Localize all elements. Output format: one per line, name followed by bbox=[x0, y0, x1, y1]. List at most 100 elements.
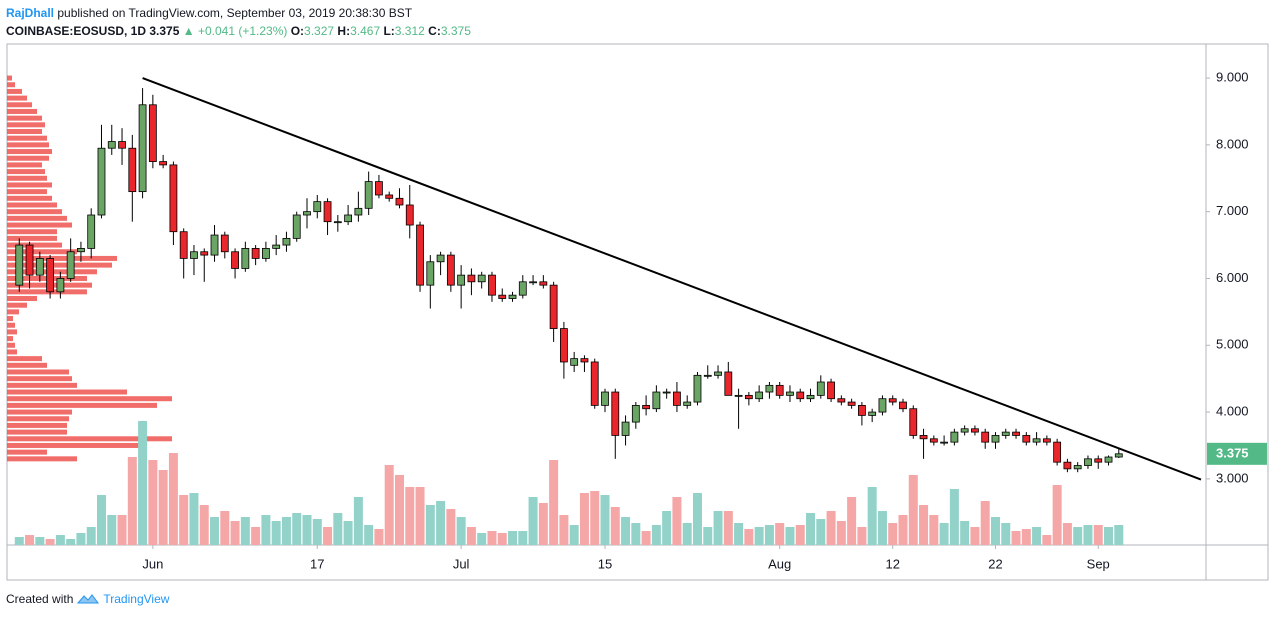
volume-bar bbox=[1114, 525, 1124, 545]
candle-body bbox=[775, 384, 784, 396]
volume-bar bbox=[240, 517, 250, 545]
volume-profile-bar bbox=[7, 436, 172, 442]
candle-body bbox=[611, 391, 620, 436]
volume-bar bbox=[795, 525, 805, 545]
y-tick-label: 8.000 bbox=[1216, 136, 1249, 151]
candle-body bbox=[1084, 458, 1092, 466]
volume-bar bbox=[980, 501, 990, 545]
volume-profile-bar bbox=[7, 342, 15, 348]
volume-profile-bar bbox=[7, 129, 42, 135]
volume-bar bbox=[1052, 485, 1062, 545]
x-tick-label: 17 bbox=[310, 556, 324, 571]
candle-body bbox=[559, 328, 568, 363]
candle-body bbox=[827, 381, 835, 400]
last-price-box bbox=[1207, 442, 1267, 465]
candle-body bbox=[190, 251, 198, 259]
volume-bar bbox=[528, 497, 538, 545]
volume-bar bbox=[764, 525, 774, 545]
volume-profile-bar bbox=[7, 102, 32, 108]
volume-bar bbox=[405, 487, 415, 545]
candle-body bbox=[220, 234, 229, 253]
volume-bar bbox=[538, 503, 548, 545]
candle-body bbox=[909, 408, 918, 436]
volume-bar bbox=[1104, 527, 1114, 545]
volume-bar bbox=[179, 495, 189, 545]
volume-bar bbox=[990, 517, 1000, 545]
volume-bar bbox=[477, 533, 487, 545]
candle-body bbox=[15, 244, 24, 286]
candle-body bbox=[683, 401, 692, 406]
volume-bar bbox=[877, 511, 887, 545]
volume-bar bbox=[117, 515, 127, 545]
volume-bar bbox=[908, 475, 918, 545]
candle-body bbox=[621, 421, 630, 436]
volume-profile-bar bbox=[7, 88, 22, 94]
candle-body bbox=[467, 274, 476, 283]
candle-body bbox=[508, 294, 517, 299]
candle-body bbox=[375, 181, 383, 196]
volume-bar bbox=[785, 527, 795, 545]
footer-brand[interactable]: TradingView bbox=[103, 592, 170, 606]
c-value: 3.375 bbox=[440, 24, 471, 38]
volume-profile-bar bbox=[7, 229, 57, 235]
footer: Created with TradingView bbox=[6, 592, 169, 606]
candle-body bbox=[385, 194, 394, 199]
candle-body bbox=[786, 391, 794, 396]
candle-body bbox=[426, 261, 435, 286]
volume-bar bbox=[734, 523, 744, 545]
candle-body bbox=[806, 394, 815, 400]
candle-body bbox=[899, 401, 907, 410]
volume-bar bbox=[600, 495, 610, 545]
h-label: H: bbox=[337, 24, 351, 38]
volume-bar bbox=[281, 517, 291, 545]
volume-bar bbox=[713, 511, 723, 545]
volume-bar bbox=[466, 527, 476, 545]
volume-bar bbox=[816, 519, 826, 545]
volume-profile-bar bbox=[7, 162, 42, 168]
candle-body bbox=[652, 391, 661, 410]
candle-body bbox=[436, 254, 445, 263]
author[interactable]: RajDhall bbox=[6, 6, 55, 20]
volume-profile-bar bbox=[7, 356, 42, 362]
volume-profile-bar bbox=[7, 389, 127, 395]
volume-bar bbox=[672, 497, 682, 545]
volume-profile-bar bbox=[7, 349, 17, 355]
volume-bar bbox=[25, 535, 35, 545]
candle-body bbox=[816, 381, 825, 396]
candle-body bbox=[231, 251, 239, 269]
candle-body bbox=[570, 358, 579, 366]
volume-profile-bar bbox=[7, 149, 52, 155]
volume-profile-bar bbox=[7, 122, 45, 128]
candle-body bbox=[857, 404, 866, 416]
published: published on TradingView.com, September … bbox=[57, 6, 413, 20]
x-tick-label: 15 bbox=[598, 556, 612, 571]
candle-body bbox=[1032, 438, 1041, 443]
candle-body bbox=[138, 104, 147, 193]
volume-profile-bar bbox=[7, 396, 172, 402]
x-tick-label: 12 bbox=[885, 556, 899, 571]
x-tick-label: Jun bbox=[142, 556, 163, 571]
volume-bar bbox=[939, 523, 949, 545]
volume-profile-bar bbox=[7, 369, 69, 375]
volume-bar bbox=[76, 533, 86, 545]
candle-body bbox=[981, 431, 990, 443]
volume-profile-bar bbox=[7, 189, 47, 195]
volume-bar bbox=[436, 501, 446, 545]
volume-profile-bar bbox=[7, 329, 17, 335]
candle-body bbox=[929, 438, 938, 443]
o-value: 3.327 bbox=[304, 24, 335, 38]
volume-bar bbox=[754, 527, 764, 545]
volume-profile-bar bbox=[7, 382, 77, 388]
volume-bar bbox=[497, 533, 507, 545]
volume-profile-bar bbox=[7, 209, 62, 215]
l-value: 3.312 bbox=[394, 24, 425, 38]
volume-bar bbox=[836, 521, 846, 545]
o-label: O: bbox=[290, 24, 305, 38]
volume-profile-bar bbox=[7, 242, 62, 248]
candle-body bbox=[539, 281, 548, 286]
volume-bar bbox=[651, 525, 661, 545]
last-price-label: 3.375 bbox=[1216, 445, 1249, 460]
volume-bar bbox=[1032, 527, 1042, 545]
volume-profile-bar bbox=[7, 202, 57, 208]
